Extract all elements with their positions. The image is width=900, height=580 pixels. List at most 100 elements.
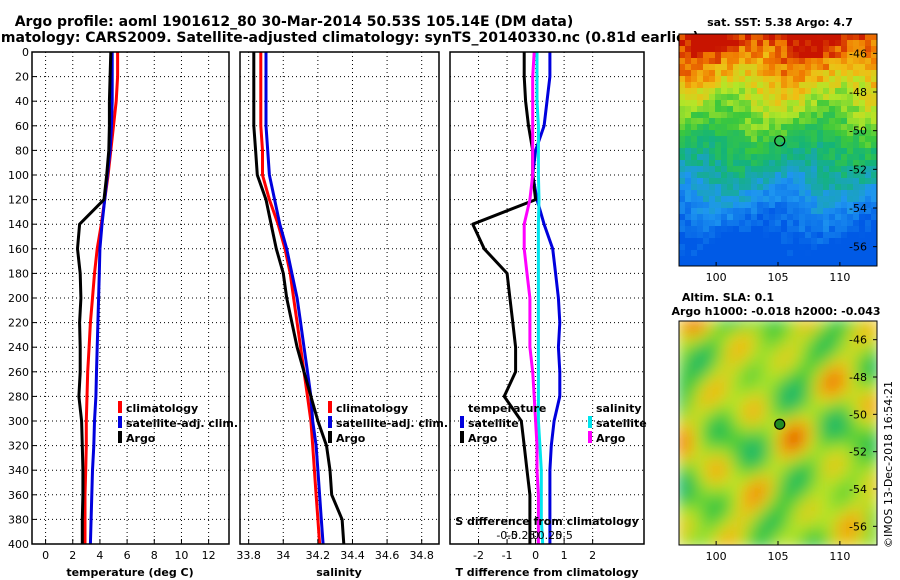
sst-cell <box>703 136 709 142</box>
sst-cell <box>817 40 823 46</box>
sst-cell <box>745 178 751 184</box>
sst-cell <box>775 226 781 232</box>
sst-cell <box>679 34 685 40</box>
sst-cell <box>757 214 763 220</box>
sst-cell <box>751 124 757 130</box>
sst-cell <box>805 166 811 172</box>
sst-cell <box>799 178 805 184</box>
sst-cell <box>757 142 763 148</box>
sst-cell <box>829 70 835 76</box>
sst-cell <box>721 178 727 184</box>
sst-cell <box>763 148 769 154</box>
sla-cell <box>686 535 699 545</box>
sst-cell <box>709 130 715 136</box>
sla-cell <box>679 517 690 530</box>
sst-cell <box>739 172 745 178</box>
sst-cell <box>859 142 865 148</box>
sst-cell <box>823 238 829 244</box>
sst-cell <box>823 232 829 238</box>
sst-cell <box>703 154 709 160</box>
sst-cell <box>799 136 805 142</box>
sst-cell <box>865 100 871 106</box>
sst-cell <box>787 190 793 196</box>
sla-cell <box>679 454 690 467</box>
legend-s-argo: Argo <box>596 432 626 445</box>
sst-cell <box>859 232 865 238</box>
sst-cell <box>805 160 811 166</box>
sst-cell <box>751 142 757 148</box>
sst-cell <box>865 214 871 220</box>
sst-cell <box>775 100 781 106</box>
sst-cell <box>739 118 745 124</box>
sst-cell <box>679 52 685 58</box>
sst-cell <box>745 100 751 106</box>
sla-cell <box>679 427 690 440</box>
sst-cell <box>817 124 823 130</box>
sla-cell <box>866 364 877 377</box>
sst-cell <box>787 220 793 226</box>
sst-cell <box>685 190 691 196</box>
sst-cell <box>775 250 781 256</box>
sla-cell <box>866 355 877 368</box>
map-y-tick-label: -54 <box>849 202 867 215</box>
sst-cell <box>871 34 877 40</box>
temperature-xlabel: temperature (deg C) <box>66 566 193 579</box>
sst-cell <box>697 238 703 244</box>
salinity-legend: climatology satellite-adj. clim. Argo <box>328 401 448 445</box>
sst-cell <box>733 184 739 190</box>
sla-cell <box>866 328 877 341</box>
sst-cell <box>739 262 745 266</box>
sst-cell <box>763 88 769 94</box>
sst-cell <box>763 124 769 130</box>
sst-cell <box>859 118 865 124</box>
sst-cell <box>727 160 733 166</box>
sst-cell <box>769 208 775 214</box>
sst-cell <box>841 136 847 142</box>
y-tick-label: 160 <box>8 243 29 256</box>
sst-cell <box>703 34 709 40</box>
sla-heatmap-cells <box>679 321 877 545</box>
sst-cell <box>769 136 775 142</box>
sst-cell <box>847 250 853 256</box>
sla-cell <box>713 535 726 545</box>
sst-cell <box>721 130 727 136</box>
sst-cell <box>793 178 799 184</box>
sst-cell <box>709 124 715 130</box>
sst-cell <box>691 256 697 262</box>
sst-cell <box>727 154 733 160</box>
sst-cell <box>859 226 865 232</box>
sst-cell <box>835 136 841 142</box>
sst-cell <box>709 46 715 52</box>
sst-cell <box>793 232 799 238</box>
sst-cell <box>775 40 781 46</box>
sst-cell <box>859 184 865 190</box>
sst-cell <box>763 94 769 100</box>
sst-cell <box>715 52 721 58</box>
sst-cell <box>739 208 745 214</box>
sst-cell <box>739 148 745 154</box>
sst-cell <box>865 76 871 82</box>
sst-cell <box>751 70 757 76</box>
sst-cell <box>733 160 739 166</box>
sst-cell <box>721 202 727 208</box>
sst-cell <box>703 100 709 106</box>
sst-cell <box>781 76 787 82</box>
sla-cell <box>749 535 762 545</box>
y-tick-label: 380 <box>8 513 29 526</box>
sst-cell <box>865 106 871 112</box>
sst-cell <box>745 148 751 154</box>
sst-cell <box>799 34 805 40</box>
sst-cell <box>703 130 709 136</box>
x-tick-label: 12 <box>202 549 216 562</box>
sst-cell <box>847 238 853 244</box>
sst-cell <box>859 136 865 142</box>
sst-cell <box>781 226 787 232</box>
sst-cell <box>781 202 787 208</box>
sst-cell <box>841 34 847 40</box>
sst-cell <box>715 238 721 244</box>
sst-cell <box>811 256 817 262</box>
sst-cell <box>685 94 691 100</box>
sst-cell <box>757 226 763 232</box>
sst-map: 100 105 110-46-48-50-52-54-56 <box>678 33 878 284</box>
